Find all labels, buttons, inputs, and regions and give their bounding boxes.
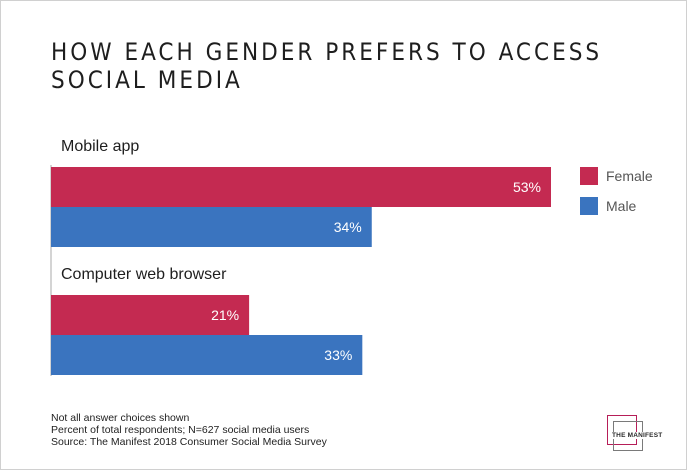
bars-layer: Mobile app 53% 34% Computer web browser 21% 3… xyxy=(51,138,551,375)
logo-text: THE MANIFEST xyxy=(611,432,664,439)
legend-label-female: Female xyxy=(606,168,653,184)
bar-mobile-app-female xyxy=(51,167,551,207)
data-label-computer-web-browser-female: 21% xyxy=(211,307,239,323)
category-label-computer-web-browser: Computer web browser xyxy=(61,266,227,283)
legend-swatch-male xyxy=(580,197,598,215)
chart-title-line-2: social media xyxy=(51,66,243,94)
legend-label-male: Male xyxy=(606,198,637,214)
the-manifest-logo: THE MANIFEST xyxy=(607,415,664,453)
chart-notes: Not all answer choices shown Percent of … xyxy=(51,412,327,448)
chart-title-line-1: How each gender prefers to access xyxy=(51,38,603,66)
note-answer-choices: Not all answer choices shown xyxy=(51,412,190,424)
data-label-computer-web-browser-male: 33% xyxy=(324,347,352,363)
bar-computer-web-browser-male xyxy=(51,335,363,375)
note-source: Source: The Manifest 2018 Consumer Socia… xyxy=(51,436,327,448)
bar-computer-web-browser-female xyxy=(51,295,250,335)
legend: Female Male xyxy=(580,167,653,215)
bar-mobile-app-male xyxy=(51,207,372,247)
data-label-mobile-app-female: 53% xyxy=(513,179,541,195)
logo-square-front xyxy=(607,415,637,445)
category-label-mobile-app: Mobile app xyxy=(61,138,139,155)
legend-swatch-female xyxy=(580,167,598,185)
chart-title: How each gender prefers to access social… xyxy=(51,38,611,94)
note-respondents: Percent of total respondents; N=627 soci… xyxy=(51,424,310,436)
data-label-mobile-app-male: 34% xyxy=(334,219,362,235)
